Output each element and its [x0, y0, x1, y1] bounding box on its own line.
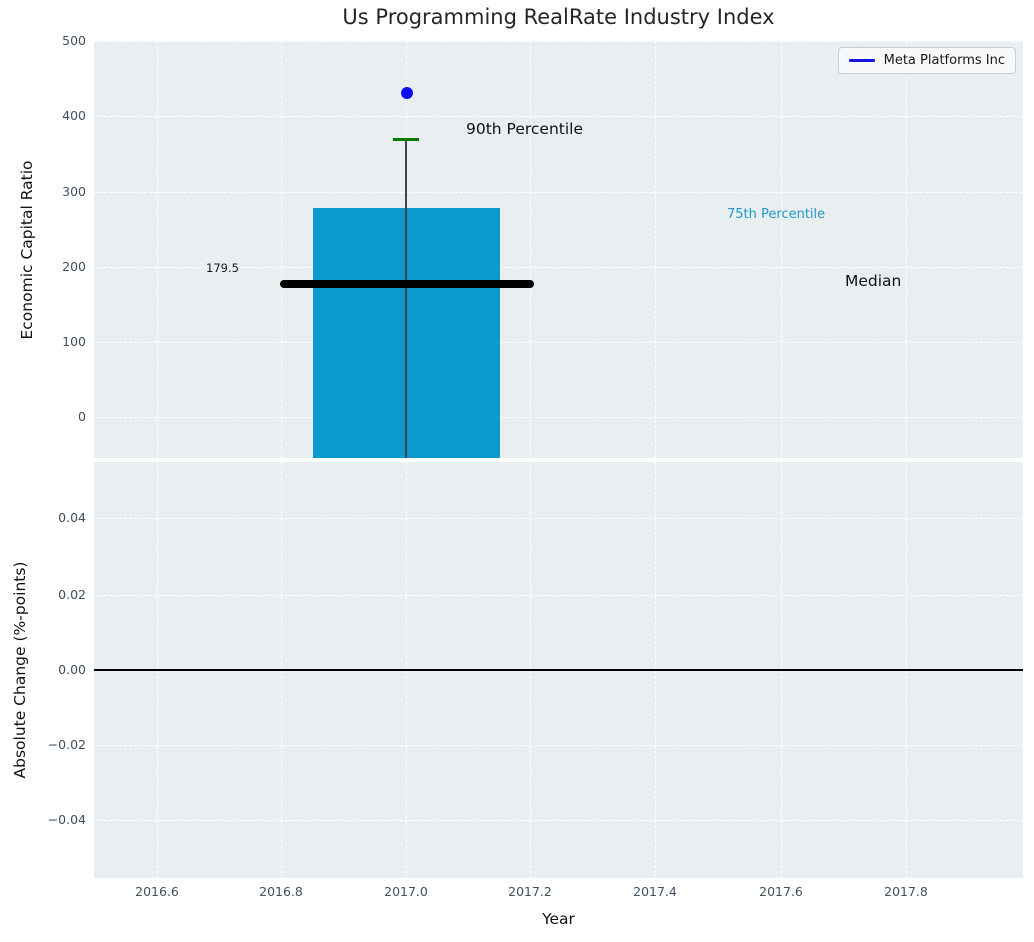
gridline-horizontal	[94, 342, 1023, 343]
x-tick-label: 2017.4	[633, 884, 677, 899]
y-tick-label: 300	[62, 184, 86, 199]
whisker-line	[405, 140, 407, 458]
gridline-vertical	[781, 41, 782, 458]
bottom-y-axis-title: Absolute Change (%-points)	[11, 561, 29, 779]
gridline-horizontal	[94, 417, 1023, 418]
x-axis-title: Year	[542, 910, 575, 928]
chart-title: Us Programming RealRate Industry Index	[342, 5, 775, 29]
bottom-subplot	[94, 462, 1023, 878]
y-tick-label: 200	[62, 259, 86, 274]
x-tick-label: 2017.8	[884, 884, 928, 899]
gridline-horizontal	[94, 267, 1023, 268]
gridline-vertical	[281, 41, 282, 458]
median-value-label: 179.5	[206, 261, 239, 275]
p90-annotation: 90th Percentile	[466, 120, 584, 138]
zero-reference-line	[94, 669, 1023, 671]
gridline-horizontal	[94, 518, 1023, 519]
gridline-horizontal	[94, 41, 1023, 42]
y-tick-label: 0.02	[58, 587, 86, 602]
median-line	[280, 280, 534, 288]
gridline-vertical	[157, 41, 158, 458]
y-tick-label: 0.00	[58, 662, 86, 677]
p90-whisker-cap	[393, 138, 419, 141]
y-tick-label: 0.04	[58, 510, 86, 525]
x-tick-label: 2017.0	[384, 884, 428, 899]
x-tick-label: 2016.6	[135, 884, 179, 899]
x-tick-label: 2017.6	[759, 884, 803, 899]
meta-platforms-data-point	[401, 87, 413, 99]
median-annotation: Median	[845, 272, 902, 290]
y-tick-label: −0.04	[47, 812, 86, 827]
top-subplot: 179.5 90th Percentile 75th Percentile Me…	[94, 41, 1023, 458]
gridline-horizontal	[94, 595, 1023, 596]
y-tick-label: 100	[62, 334, 86, 349]
legend: Meta Platforms Inc	[837, 47, 1016, 74]
x-tick-label: 2017.2	[508, 884, 552, 899]
gridline-horizontal	[94, 745, 1023, 746]
y-tick-label: 0	[78, 409, 86, 424]
y-tick-label: −0.02	[47, 737, 86, 752]
gridline-vertical	[530, 41, 531, 458]
gridline-vertical	[906, 41, 907, 458]
gridline-horizontal	[94, 192, 1023, 193]
y-tick-label: 500	[62, 33, 86, 48]
p75-annotation: 75th Percentile	[727, 207, 826, 222]
top-y-axis-title: Economic Capital Ratio	[18, 160, 36, 340]
gridline-vertical	[655, 41, 656, 458]
x-tick-label: 2016.8	[259, 884, 303, 899]
y-tick-label: 400	[62, 108, 86, 123]
legend-entry-label: Meta Platforms Inc	[883, 53, 1005, 68]
gridline-horizontal	[94, 116, 1023, 117]
legend-line-sample	[848, 59, 875, 62]
gridline-horizontal	[94, 820, 1023, 821]
